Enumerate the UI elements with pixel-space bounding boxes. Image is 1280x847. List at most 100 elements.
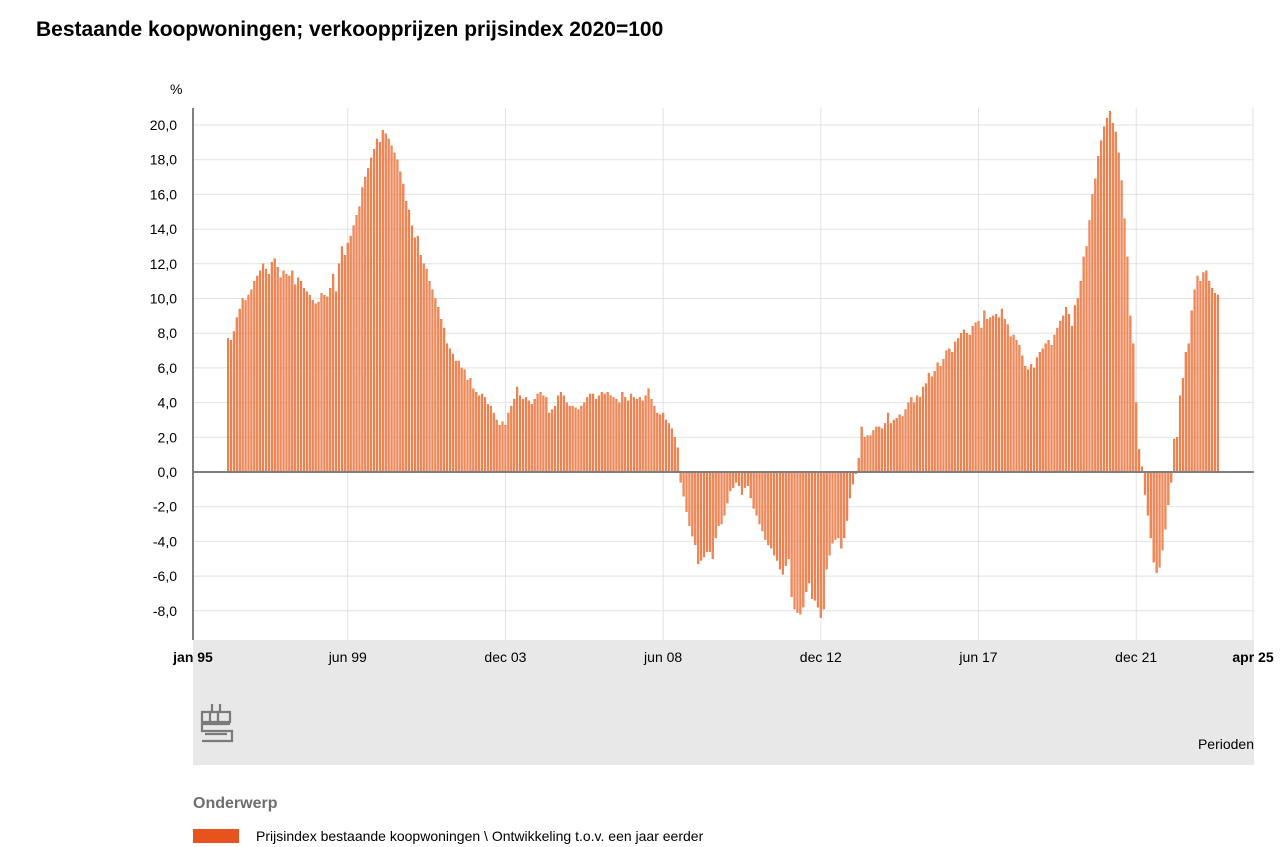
- bar: [267, 274, 270, 473]
- bar: [983, 310, 986, 473]
- bar: [1170, 471, 1173, 483]
- bar: [466, 379, 469, 473]
- bar: [539, 392, 542, 473]
- bar: [1146, 471, 1149, 516]
- y-tick-label: 8,0: [158, 325, 178, 341]
- bar: [1143, 471, 1147, 495]
- bar: [723, 471, 726, 516]
- bar: [335, 291, 338, 473]
- bar: [924, 383, 928, 473]
- bar: [279, 277, 282, 473]
- bar: [729, 471, 732, 492]
- bar: [650, 398, 653, 473]
- legend-item[interactable]: Prijsindex bestaande koopwoningen \ Ontw…: [193, 826, 703, 846]
- bar: [1094, 178, 1097, 473]
- y-tick-label: 18,0: [150, 152, 177, 168]
- bar: [796, 471, 799, 613]
- bar: [425, 268, 428, 473]
- bar: [311, 300, 314, 473]
- bar: [959, 333, 963, 473]
- bar: [1135, 402, 1138, 473]
- bar: [226, 338, 230, 473]
- bar: [641, 400, 644, 473]
- bar: [548, 412, 551, 473]
- bar: [405, 201, 408, 473]
- bar: [594, 398, 598, 473]
- bar: [1105, 117, 1109, 473]
- bar: [682, 471, 685, 497]
- bar: [241, 298, 244, 473]
- bar: [1167, 471, 1170, 506]
- bar: [1205, 270, 1208, 473]
- bar: [1155, 471, 1158, 573]
- cbs-logo-icon: [200, 704, 234, 743]
- bar: [971, 326, 974, 473]
- bar: [229, 339, 233, 473]
- bar: [337, 263, 341, 473]
- bar: [778, 471, 781, 570]
- bar: [910, 397, 913, 473]
- footer-band: [193, 640, 1254, 765]
- bar: [612, 397, 615, 473]
- bar: [1000, 308, 1003, 473]
- bar: [615, 398, 618, 473]
- bar: [802, 471, 805, 608]
- bar: [1161, 471, 1164, 551]
- bar: [329, 287, 332, 473]
- bar: [1035, 357, 1038, 473]
- bar: [761, 471, 764, 532]
- bar: [299, 280, 303, 473]
- bar: [1196, 275, 1199, 473]
- bar: [705, 471, 708, 552]
- bar: [381, 130, 384, 473]
- bar: [495, 419, 498, 473]
- bar: [638, 397, 641, 473]
- bar: [431, 289, 434, 473]
- bar: [1190, 310, 1193, 473]
- bar: [507, 412, 510, 473]
- bar: [1073, 305, 1076, 473]
- bar: [749, 471, 752, 499]
- bar: [755, 471, 758, 516]
- bar: [273, 258, 276, 473]
- bar: [1027, 369, 1030, 473]
- bar: [875, 426, 878, 473]
- bar: [443, 327, 446, 473]
- bar: [1088, 220, 1091, 473]
- bar: [387, 138, 390, 473]
- bar: [992, 315, 995, 473]
- bar: [586, 397, 589, 473]
- bar: [489, 405, 492, 473]
- bar: [551, 409, 554, 473]
- bar: [1091, 194, 1094, 473]
- bar: [831, 471, 834, 544]
- bar: [609, 395, 612, 473]
- bar: [1216, 294, 1220, 473]
- bar: [945, 350, 948, 473]
- bar: [457, 360, 460, 473]
- bar: [305, 291, 308, 473]
- bar: [250, 289, 253, 473]
- bar: [653, 405, 656, 473]
- bar: [367, 168, 370, 473]
- bar: [393, 152, 396, 473]
- bar: [472, 388, 475, 473]
- bar: [685, 471, 688, 513]
- bar: [764, 471, 767, 540]
- bar: [1158, 471, 1161, 568]
- bar: [428, 280, 431, 473]
- bar: [968, 334, 971, 473]
- bar: [384, 133, 387, 473]
- bar: [1097, 156, 1100, 473]
- bar: [717, 471, 720, 526]
- bar: [1032, 367, 1036, 473]
- x-tick-label: jun 99: [328, 649, 367, 665]
- bar: [1085, 246, 1088, 473]
- bar: [475, 392, 478, 473]
- x-axis-title: Perioden: [1198, 736, 1254, 752]
- bar: [410, 225, 414, 473]
- bar: [837, 471, 840, 539]
- bar: [866, 435, 869, 473]
- bar: [486, 404, 489, 473]
- bar: [624, 397, 627, 473]
